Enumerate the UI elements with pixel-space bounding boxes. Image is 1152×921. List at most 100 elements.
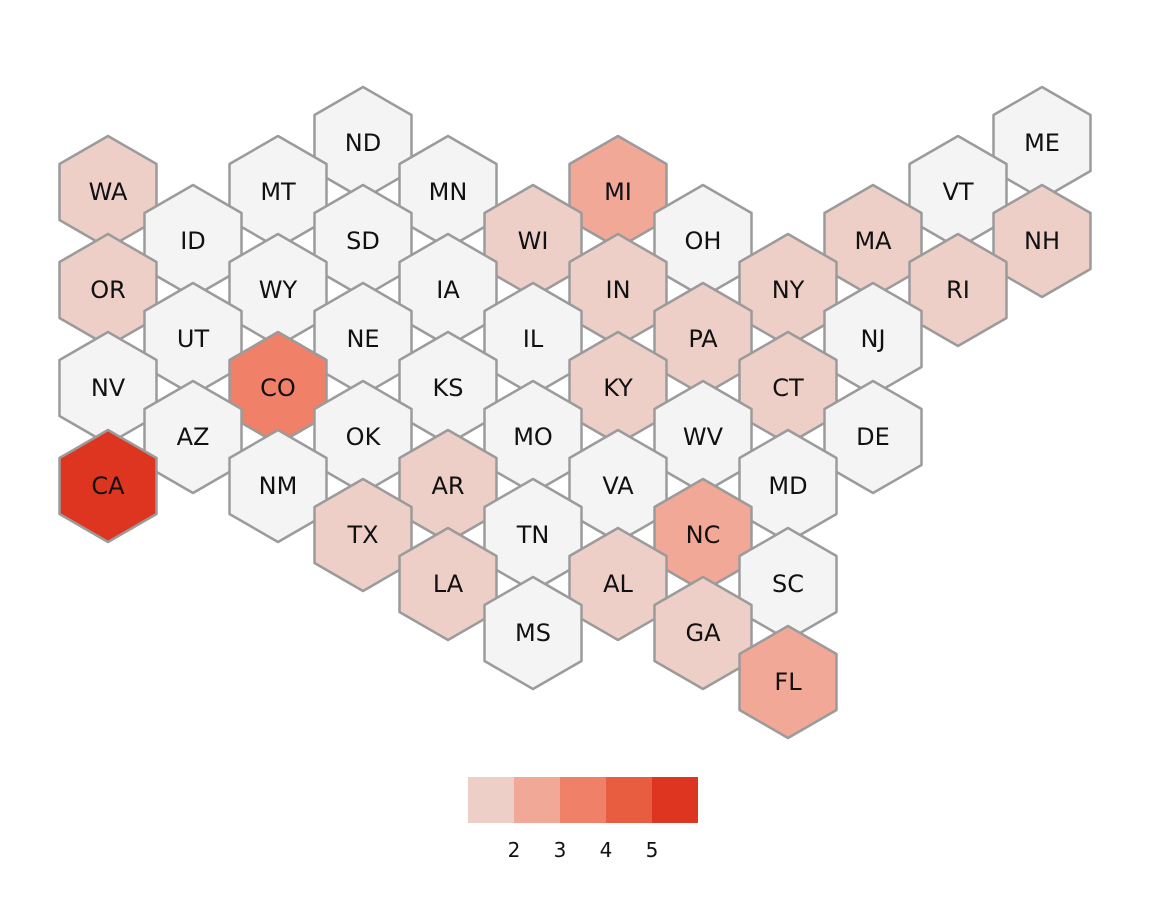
state-hex-shape [823, 379, 923, 495]
state-label: OK [346, 423, 382, 451]
state-label: PA [688, 325, 718, 353]
legend-tick-label: 2 [508, 838, 521, 862]
state-hex-shape [568, 526, 668, 642]
state-hex-ar: AR [398, 428, 498, 544]
state-label: AZ [177, 423, 210, 451]
state-hex-shape [143, 379, 243, 495]
state-label: ID [180, 227, 206, 255]
state-hex-or: OR [58, 232, 158, 348]
state-hex-ne: NE [313, 281, 413, 397]
state-hex-fl: FL [738, 624, 838, 740]
state-label: LA [433, 570, 464, 598]
state-hex-mn: MN [398, 134, 498, 250]
state-hex-in: IN [568, 232, 668, 348]
state-hex-nc: NC [653, 477, 753, 593]
state-label: DE [856, 423, 890, 451]
state-label: CO [260, 374, 296, 402]
state-hex-ny: NY [738, 232, 838, 348]
state-label: MI [604, 178, 632, 206]
state-label: RI [946, 276, 970, 304]
state-hex-sd: SD [313, 183, 413, 299]
state-label: VA [602, 472, 634, 500]
state-label: AR [431, 472, 464, 500]
state-label: NE [346, 325, 379, 353]
state-hex-ky: KY [568, 330, 668, 446]
legend-swatch [560, 777, 606, 823]
state-hex-shape [398, 526, 498, 642]
state-hex-nj: NJ [823, 281, 923, 397]
state-hex-id: ID [143, 183, 243, 299]
state-label: MA [854, 227, 892, 255]
state-hex-ut: UT [143, 281, 243, 397]
state-hex-la: LA [398, 526, 498, 642]
state-hex-sc: SC [738, 526, 838, 642]
state-label: MO [513, 423, 553, 451]
state-hex-wa: WA [58, 134, 158, 250]
state-label: SD [346, 227, 380, 255]
state-hex-ks: KS [398, 330, 498, 446]
state-label: TX [346, 521, 378, 549]
state-hex-nh: NH [992, 183, 1092, 299]
legend-tick-label: 3 [554, 838, 567, 862]
state-hex-shape [908, 232, 1008, 348]
color-legend: 2 3 4 5 [468, 777, 698, 862]
state-label: WV [683, 423, 724, 451]
state-hex-ok: OK [313, 379, 413, 495]
state-hex-oh: OH [653, 183, 753, 299]
state-label: IL [523, 325, 544, 353]
state-hex-al: AL [568, 526, 668, 642]
state-label: SC [772, 570, 804, 598]
state-label: CT [772, 374, 804, 402]
state-hex-wv: WV [653, 379, 753, 495]
legend-swatch [652, 777, 698, 823]
state-hex-ct: CT [738, 330, 838, 446]
state-hex-mo: MO [483, 379, 583, 495]
legend-swatch [514, 777, 560, 823]
state-label: MD [768, 472, 807, 500]
state-hex-shape [738, 624, 838, 740]
state-label: IN [605, 276, 630, 304]
state-label: OH [685, 227, 722, 255]
state-hex-de: DE [823, 379, 923, 495]
state-hex-wi: WI [483, 183, 583, 299]
state-hexes: ND ME WA MT MN MI VT ID SD WI OH MA NH OR WY IA IN NY RI UT… [58, 85, 1092, 740]
state-label: NV [91, 374, 126, 402]
legend-swatch [468, 777, 514, 823]
state-hex-tx: TX [313, 477, 413, 593]
state-label: MT [260, 178, 296, 206]
state-hex-tn: TN [483, 477, 583, 593]
state-hex-shape [313, 477, 413, 593]
state-hex-nm: NM [228, 428, 328, 544]
state-hex-co: CO [228, 330, 328, 446]
state-label: WI [518, 227, 549, 255]
state-hex-az: AZ [143, 379, 243, 495]
state-label: TN [516, 521, 550, 549]
state-label: UT [177, 325, 210, 353]
legend-tick-label: 4 [600, 838, 613, 862]
state-label: FL [774, 668, 802, 696]
state-label: NH [1024, 227, 1060, 255]
state-hex-shape [992, 183, 1092, 299]
state-hex-wy: WY [228, 232, 328, 348]
state-hex-ms: MS [483, 575, 583, 691]
state-hex-ma: MA [823, 183, 923, 299]
state-hex-mt: MT [228, 134, 328, 250]
state-label: OR [90, 276, 126, 304]
state-hex-ia: IA [398, 232, 498, 348]
state-hex-mi: MI [568, 134, 668, 250]
state-hex-il: IL [483, 281, 583, 397]
legend-tick-label: 5 [646, 838, 659, 862]
state-label: VT [942, 178, 973, 206]
state-label: MS [515, 619, 551, 647]
state-label: ND [345, 129, 381, 157]
state-label: MN [429, 178, 468, 206]
state-hex-shape [228, 428, 328, 544]
state-hex-ca: CA [58, 428, 158, 544]
state-hex-nd: ND [313, 85, 413, 201]
state-hex-md: MD [738, 428, 838, 544]
state-label: NM [259, 472, 298, 500]
state-label: GA [685, 619, 721, 647]
state-hex-shape [58, 428, 158, 544]
state-label: KY [603, 374, 633, 402]
